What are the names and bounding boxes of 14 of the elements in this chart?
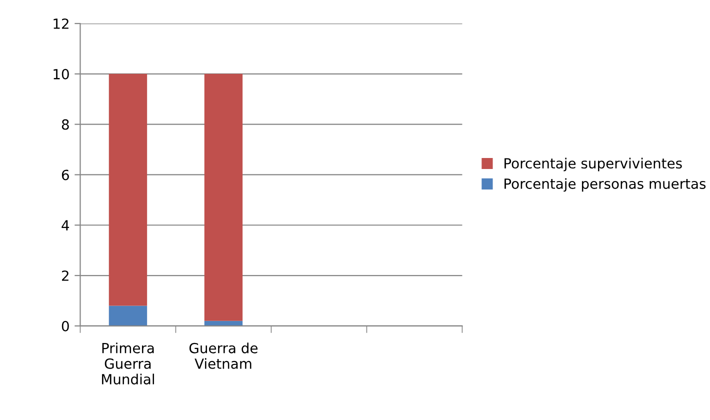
x-tick-label: Guerra de Vietnam	[189, 342, 258, 369]
y-tick-label: 10	[54, 68, 69, 80]
y-tick-label: 8	[62, 119, 69, 130]
x-tick-label: Primera Guerra Mundial	[102, 342, 154, 384]
legend-label: Porcentaje supervivientes	[504, 158, 682, 172]
y-tick-label: 12	[54, 18, 68, 29]
y-tick-label: 0	[62, 320, 69, 332]
bar	[108, 74, 148, 306]
y-tick-label: 2	[62, 270, 68, 281]
legend-label: Porcentaje personas muertas	[504, 178, 706, 192]
y-tick-label: 6	[62, 170, 69, 180]
bar	[108, 306, 148, 326]
y-tick-label: 4	[62, 220, 70, 230]
bar	[204, 74, 243, 321]
